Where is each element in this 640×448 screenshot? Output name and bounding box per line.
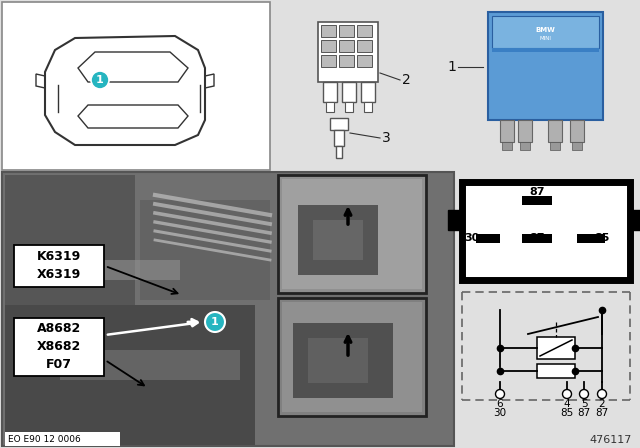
Circle shape — [579, 389, 589, 399]
Text: 87: 87 — [595, 408, 609, 418]
Bar — [321, 55, 336, 67]
Bar — [520, 142, 530, 150]
Circle shape — [205, 312, 225, 332]
Text: 87: 87 — [529, 233, 545, 243]
Bar — [308, 338, 368, 383]
Bar — [518, 120, 532, 142]
Bar — [14, 318, 104, 376]
Bar — [570, 120, 584, 142]
Bar — [537, 337, 575, 359]
Bar — [298, 205, 378, 275]
Text: BMW: BMW — [535, 27, 555, 33]
Text: A8682: A8682 — [37, 323, 81, 336]
Bar — [572, 142, 582, 150]
Text: 30: 30 — [465, 233, 479, 243]
Bar — [537, 364, 575, 378]
Bar — [2, 172, 454, 446]
Text: X8682: X8682 — [37, 340, 81, 353]
Text: 6: 6 — [497, 399, 503, 409]
Bar — [522, 196, 552, 205]
Bar — [313, 220, 363, 260]
Text: 1: 1 — [211, 317, 219, 327]
Text: 5: 5 — [580, 399, 588, 409]
Bar — [2, 2, 270, 170]
Bar — [282, 179, 422, 289]
Text: 1: 1 — [447, 60, 456, 74]
Bar — [318, 22, 378, 82]
Text: EO E90 12 0006: EO E90 12 0006 — [8, 435, 81, 444]
Bar — [500, 120, 514, 142]
Text: X6319: X6319 — [37, 267, 81, 280]
Text: K6319: K6319 — [37, 250, 81, 263]
Bar — [339, 40, 354, 52]
Bar — [476, 234, 500, 243]
Text: 87: 87 — [529, 187, 545, 197]
Bar — [630, 210, 640, 230]
Text: 2: 2 — [598, 399, 605, 409]
Bar — [5, 305, 255, 445]
Bar — [336, 146, 342, 158]
Text: 85: 85 — [595, 233, 610, 243]
Text: 4: 4 — [564, 399, 570, 409]
Bar — [361, 82, 375, 102]
Bar — [293, 323, 393, 398]
Bar — [339, 55, 354, 67]
Circle shape — [91, 71, 109, 89]
Text: 1: 1 — [96, 75, 104, 85]
Text: MINI: MINI — [539, 35, 551, 40]
Circle shape — [598, 389, 607, 399]
Bar — [364, 102, 372, 112]
Text: 3: 3 — [382, 131, 391, 145]
Text: 2: 2 — [402, 73, 411, 87]
Bar — [550, 142, 560, 150]
Bar — [502, 142, 512, 150]
Circle shape — [563, 389, 572, 399]
Bar — [330, 118, 348, 130]
Bar — [278, 175, 426, 293]
Bar — [5, 175, 135, 305]
Text: 85: 85 — [561, 408, 573, 418]
Bar — [282, 302, 422, 412]
Bar — [321, 25, 336, 37]
Text: 476117: 476117 — [589, 435, 632, 445]
Bar — [492, 48, 599, 52]
Bar — [60, 350, 240, 380]
Bar — [492, 16, 599, 48]
Bar — [345, 102, 353, 112]
Bar — [140, 200, 270, 300]
Bar — [339, 25, 354, 37]
Bar — [548, 120, 562, 142]
Bar — [278, 298, 426, 416]
Bar — [334, 130, 344, 146]
Bar — [321, 40, 336, 52]
Bar — [577, 234, 605, 243]
Text: 30: 30 — [493, 408, 507, 418]
Bar — [14, 245, 104, 287]
Bar — [326, 102, 334, 112]
Circle shape — [495, 389, 504, 399]
Bar — [100, 260, 180, 280]
Text: 87: 87 — [577, 408, 591, 418]
Bar — [5, 432, 120, 446]
Bar — [357, 55, 372, 67]
Bar — [462, 182, 630, 280]
Bar — [448, 210, 462, 230]
Bar — [522, 234, 552, 243]
Bar — [323, 82, 337, 102]
Bar — [488, 12, 603, 120]
Bar — [357, 40, 372, 52]
Bar — [357, 25, 372, 37]
Bar — [342, 82, 356, 102]
Text: F07: F07 — [46, 358, 72, 370]
